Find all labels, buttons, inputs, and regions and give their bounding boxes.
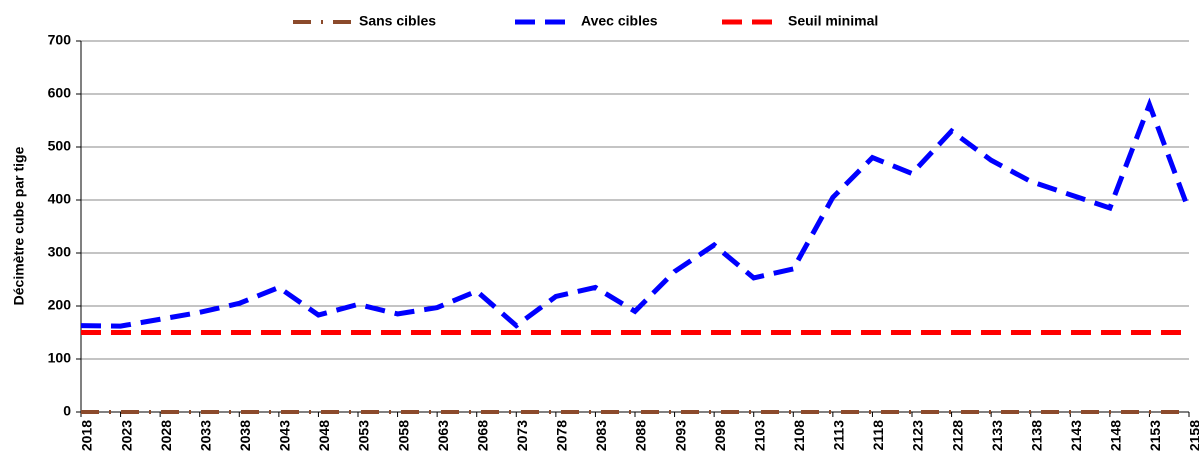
x-tick-label: 2083: [593, 420, 609, 451]
x-tick-label: 2108: [791, 420, 807, 451]
x-tick-label: 2053: [356, 420, 372, 451]
x-tick-label: 2143: [1068, 420, 1084, 451]
x-tick-label: 2028: [158, 420, 174, 451]
y-tick-label: 400: [48, 191, 72, 207]
x-tick-label: 2068: [474, 420, 490, 451]
series-line: [80, 97, 1192, 329]
x-tick-label: 2063: [435, 420, 451, 451]
x-tick-label: 2128: [949, 420, 965, 451]
x-tick-label: 2138: [1028, 420, 1044, 451]
x-tick-label: 2088: [633, 420, 649, 451]
x-tick-label: 2038: [237, 420, 253, 451]
x-tick-label: 2103: [751, 420, 767, 451]
x-tick-label: 2023: [118, 420, 134, 451]
y-tick-label: 700: [48, 32, 72, 48]
legend-label: Avec cibles: [581, 13, 658, 29]
x-tick-label: 2153: [1147, 420, 1163, 451]
x-tick-label: 2058: [395, 420, 411, 451]
x-tick-label: 2078: [554, 420, 570, 451]
y-tick-label: 0: [63, 403, 71, 419]
x-tick-label: 2123: [910, 420, 926, 451]
x-tick-label: 2018: [79, 420, 95, 451]
x-tick-label: 2098: [712, 420, 728, 451]
x-tick-label: 2048: [316, 420, 332, 451]
x-tick-label: 2133: [989, 420, 1005, 451]
x-tick-label: 2113: [831, 420, 847, 451]
x-tick-label: 2033: [197, 420, 213, 451]
y-tick-label: 600: [48, 85, 72, 101]
y-tick-label: 500: [48, 138, 72, 154]
legend-label: Sans cibles: [359, 13, 436, 29]
y-tick-label: 100: [48, 350, 72, 366]
y-axis-label: Décimètre cube par tige: [11, 146, 27, 305]
legend-label: Seuil minimal: [788, 13, 878, 29]
x-tick-label: 2073: [514, 420, 530, 451]
y-tick-label: 300: [48, 244, 72, 260]
x-tick-label: 2093: [672, 420, 688, 451]
x-tick-label: 2158: [1187, 420, 1199, 451]
x-tick-label: 2118: [870, 420, 886, 451]
y-tick-label: 200: [48, 297, 72, 313]
x-tick-label: 2043: [277, 420, 293, 451]
x-tick-label: 2148: [1108, 420, 1124, 451]
